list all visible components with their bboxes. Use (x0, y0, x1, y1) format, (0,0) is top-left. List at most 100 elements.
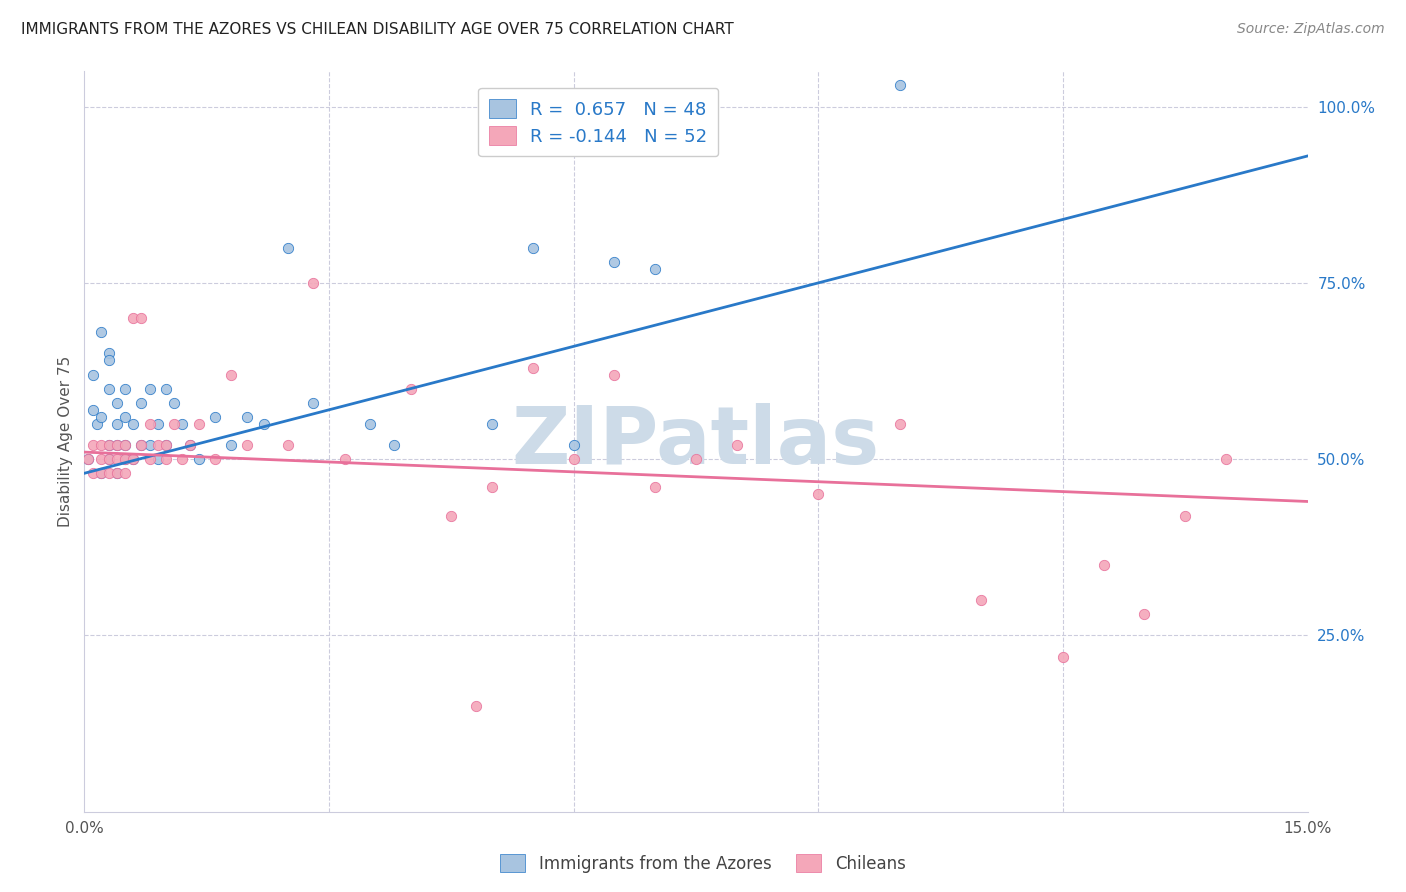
Point (155, 452, 177, 467)
Point (807, 487, 830, 501)
Point (90, 438, 112, 452)
Point (82, 467, 104, 481)
Point (301, 276, 323, 290)
Point (105, 396, 128, 410)
Point (105, 438, 128, 452)
Point (440, 508, 463, 523)
Point (179, 438, 201, 452)
Point (522, 360, 544, 375)
Point (82, 368, 104, 382)
Point (603, 254, 626, 268)
Point (131, 311, 153, 326)
Point (131, 396, 153, 410)
Point (105, 467, 128, 481)
Point (82, 402, 104, 417)
Point (889, 78, 911, 93)
Point (146, 452, 169, 467)
Point (277, 241, 299, 255)
Point (562, 438, 585, 452)
Point (236, 438, 259, 452)
Point (105, 467, 128, 481)
Point (155, 438, 177, 452)
Point (399, 382, 422, 396)
Point (90, 325, 112, 339)
Point (481, 480, 503, 494)
Point (1092, 558, 1115, 572)
Y-axis label: Disability Age Over 75: Disability Age Over 75 (58, 356, 73, 527)
Point (204, 409, 226, 424)
Point (146, 438, 169, 452)
Point (97, 467, 120, 481)
Point (219, 368, 242, 382)
Point (114, 467, 136, 481)
Point (522, 241, 544, 255)
Point (187, 452, 209, 467)
Point (603, 368, 626, 382)
Point (77, 452, 100, 467)
Point (114, 452, 136, 467)
Legend: R =  0.657   N = 48, R = -0.144   N = 52: R = 0.657 N = 48, R = -0.144 N = 52 (478, 87, 718, 156)
Point (359, 417, 381, 431)
Point (122, 452, 145, 467)
Point (138, 452, 160, 467)
Point (644, 261, 666, 276)
Point (1174, 508, 1197, 523)
Point (219, 438, 242, 452)
Point (644, 480, 666, 494)
Point (86, 417, 108, 431)
Point (163, 396, 186, 410)
Point (97, 382, 120, 396)
Point (1215, 452, 1237, 467)
Point (1133, 607, 1156, 622)
Point (97, 438, 120, 452)
Point (131, 438, 153, 452)
Point (138, 417, 160, 431)
Point (236, 409, 259, 424)
Point (970, 593, 993, 607)
Text: ZIPatlas: ZIPatlas (512, 402, 880, 481)
Point (138, 438, 160, 452)
Point (122, 452, 145, 467)
Point (105, 452, 128, 467)
Point (97, 452, 120, 467)
Point (277, 438, 299, 452)
Point (725, 438, 748, 452)
Point (114, 438, 136, 452)
Point (105, 417, 128, 431)
Point (97, 346, 120, 360)
Point (97, 452, 120, 467)
Point (163, 417, 186, 431)
Point (155, 438, 177, 452)
Point (889, 417, 911, 431)
Text: IMMIGRANTS FROM THE AZORES VS CHILEAN DISABILITY AGE OVER 75 CORRELATION CHART: IMMIGRANTS FROM THE AZORES VS CHILEAN DI… (21, 22, 734, 37)
Point (131, 438, 153, 452)
Point (335, 452, 357, 467)
Point (1052, 649, 1074, 664)
Point (90, 467, 112, 481)
Point (114, 409, 136, 424)
Point (122, 417, 145, 431)
Point (481, 417, 503, 431)
Point (122, 311, 145, 326)
Point (155, 382, 177, 396)
Point (685, 452, 707, 467)
Point (179, 438, 201, 452)
Legend: Immigrants from the Azores, Chileans: Immigrants from the Azores, Chileans (494, 847, 912, 880)
Point (301, 396, 323, 410)
Point (172, 417, 194, 431)
Point (97, 438, 120, 452)
Point (90, 452, 112, 467)
Point (138, 382, 160, 396)
Text: Source: ZipAtlas.com: Source: ZipAtlas.com (1237, 22, 1385, 37)
Point (204, 452, 226, 467)
Point (464, 698, 486, 713)
Point (146, 417, 169, 431)
Point (90, 409, 112, 424)
Point (90, 467, 112, 481)
Point (382, 438, 405, 452)
Point (114, 382, 136, 396)
Point (105, 438, 128, 452)
Point (187, 417, 209, 431)
Point (97, 353, 120, 368)
Point (114, 452, 136, 467)
